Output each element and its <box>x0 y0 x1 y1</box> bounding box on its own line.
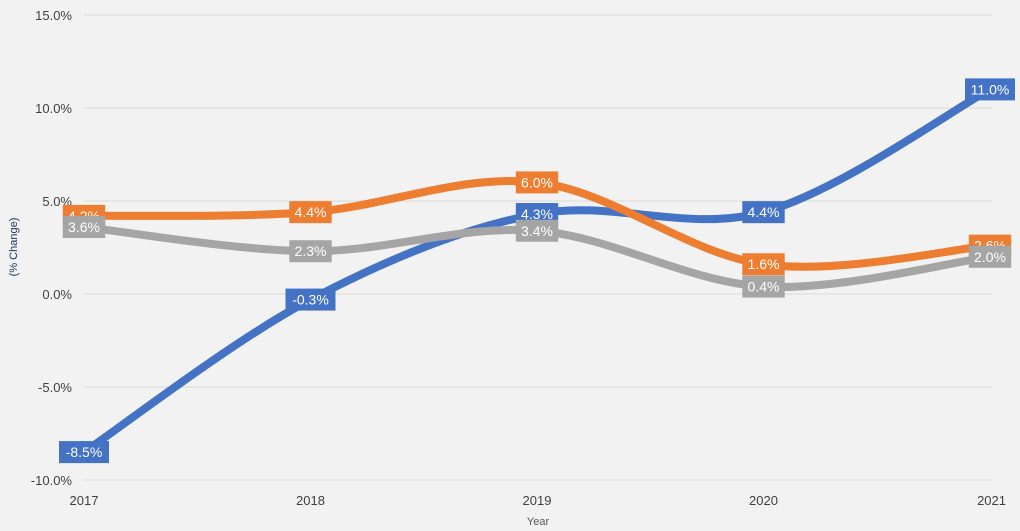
data-label: -8.5% <box>59 441 109 464</box>
data-label: 4.4% <box>289 201 332 224</box>
y-tick-label: -5.0% <box>38 380 72 395</box>
y-axis-ticks: -10.0%-5.0%0.0%5.0%10.0%15.0% <box>31 8 73 488</box>
x-axis-ticks: 2017 2018 2019 2020 2021 <box>70 493 1006 508</box>
data-label: 4.3% <box>515 203 559 226</box>
data-label-text: 4.4% <box>295 204 327 220</box>
data-label-text: 2.0% <box>974 249 1006 265</box>
data-label-box <box>289 240 332 263</box>
data-label-text: -8.5% <box>66 444 103 460</box>
data-label: 0.4% <box>742 275 785 298</box>
data-label-box <box>742 275 785 298</box>
data-label-box <box>515 203 559 226</box>
data-label-text: 4.4% <box>748 204 780 220</box>
y-axis-title: (% Change) <box>8 218 20 277</box>
data-label-text: 3.4% <box>521 223 553 239</box>
data-label-box <box>968 245 1012 268</box>
data-label-box <box>965 78 1015 101</box>
data-label-text: 4.3% <box>521 206 553 222</box>
x-tick-label: 2018 <box>296 493 325 508</box>
series-lines <box>80 85 994 457</box>
data-label-text: 3.6% <box>68 219 100 235</box>
data-label: 3.4% <box>515 219 559 242</box>
data-label-text: -0.3% <box>292 292 329 308</box>
data-label-text: 0.4% <box>748 279 780 295</box>
data-label-box <box>289 201 332 224</box>
data-label: 4.4% <box>742 201 785 224</box>
gridlines <box>84 14 992 481</box>
data-labels: -8.5%-0.3%4.3% 4.4%11.0%4.2% 4.4%6.0%1.6%2… <box>59 78 1015 464</box>
x-tick-label: 2019 <box>523 493 552 508</box>
x-axis-title: Year <box>527 516 550 528</box>
data-label-text: 2.3% <box>295 243 327 259</box>
data-label: 3.6% <box>62 216 106 239</box>
data-label-box <box>59 441 109 464</box>
data-label-box <box>515 219 559 242</box>
data-label-box <box>285 288 336 311</box>
y-tick-label: 10.0% <box>35 101 72 116</box>
data-label-text: 1.6% <box>748 256 780 272</box>
data-label: 11.0% <box>965 78 1015 101</box>
x-tick-label: 2020 <box>749 493 778 508</box>
y-tick-label: -10.0% <box>31 473 73 488</box>
y-tick-label: 15.0% <box>35 8 72 23</box>
x-tick-label: 2021 <box>977 493 1006 508</box>
data-label: 2.3% <box>289 240 332 263</box>
data-label: 2.0% <box>968 245 1012 268</box>
series-line-blue <box>80 85 994 457</box>
data-label-text: 6.0% <box>521 174 553 190</box>
data-label-box <box>62 216 106 239</box>
data-label: 6.0% <box>515 171 559 194</box>
data-label: -0.3% <box>285 288 336 311</box>
data-label: 1.6% <box>742 253 785 276</box>
data-label-box <box>742 201 785 224</box>
y-tick-label: 0.0% <box>42 287 72 302</box>
x-tick-label: 2017 <box>70 493 99 508</box>
data-label-text: 11.0% <box>971 81 1010 97</box>
data-label-box <box>515 171 559 194</box>
data-label-box <box>742 253 785 276</box>
